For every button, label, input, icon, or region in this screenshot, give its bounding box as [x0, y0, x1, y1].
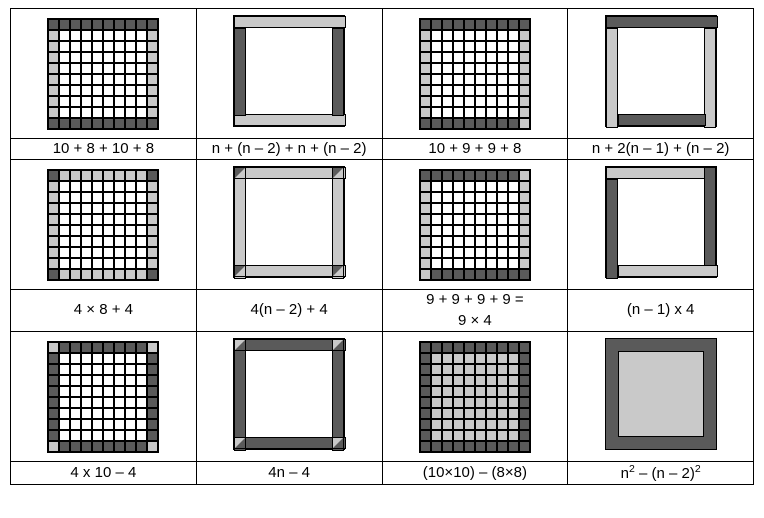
cell-r2-d — [568, 160, 754, 290]
cell-r2-c — [382, 160, 568, 290]
cell-r3-c — [382, 331, 568, 461]
caption-r1-a: 10 + 8 + 10 + 8 — [11, 139, 197, 160]
cell-r1-a — [11, 9, 197, 139]
cell-r3-a — [11, 331, 197, 461]
cell-r3-d — [568, 331, 754, 461]
caption-r2-b: 4(n – 2) + 4 — [196, 290, 382, 332]
cell-r2-a — [11, 160, 197, 290]
caption-r3-b: 4n – 4 — [196, 461, 382, 484]
cell-r3-b — [196, 331, 382, 461]
diagram-table: 10 + 8 + 10 + 8 n + (n – 2) + n + (n – 2… — [10, 8, 754, 485]
caption-r1-b: n + (n – 2) + n + (n – 2) — [196, 139, 382, 160]
cell-r2-b — [196, 160, 382, 290]
caption-r2-c: 9 + 9 + 9 + 9 = 9 × 4 — [382, 290, 568, 332]
caption-r3-c: (10×10) – (8×8) — [382, 461, 568, 484]
caption-r2-d: (n – 1) x 4 — [568, 290, 754, 332]
caption-r1-c: 10 + 9 + 9 + 8 — [382, 139, 568, 160]
cell-r1-b — [196, 9, 382, 139]
cell-r1-c — [382, 9, 568, 139]
cell-r1-d — [568, 9, 754, 139]
caption-r3-a: 4 x 10 – 4 — [11, 461, 197, 484]
caption-r2-a: 4 × 8 + 4 — [11, 290, 197, 332]
caption-r1-d: n + 2(n – 1) + (n – 2) — [568, 139, 754, 160]
caption-r3-d: n2 – (n – 2)2 — [568, 461, 754, 484]
